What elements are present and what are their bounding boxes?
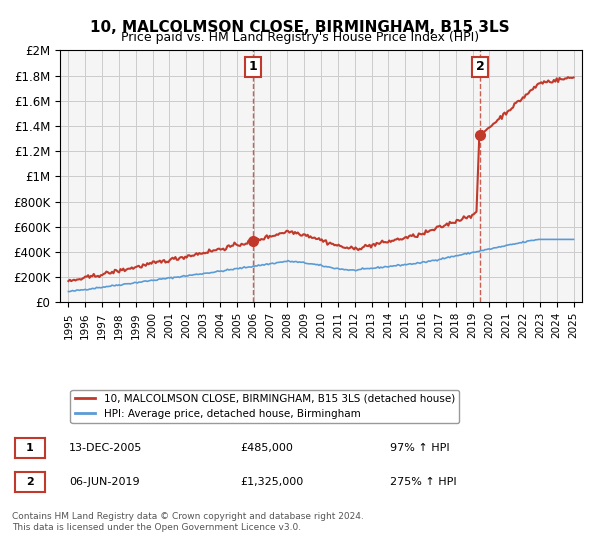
Text: 13-DEC-2005: 13-DEC-2005 [69,443,142,453]
Text: 1: 1 [26,443,34,453]
Text: 10, MALCOLMSON CLOSE, BIRMINGHAM, B15 3LS: 10, MALCOLMSON CLOSE, BIRMINGHAM, B15 3L… [90,20,510,35]
Text: 2: 2 [26,477,34,487]
Legend: 10, MALCOLMSON CLOSE, BIRMINGHAM, B15 3LS (detached house), HPI: Average price, : 10, MALCOLMSON CLOSE, BIRMINGHAM, B15 3L… [70,390,459,423]
Text: Contains HM Land Registry data © Crown copyright and database right 2024.
This d: Contains HM Land Registry data © Crown c… [12,512,364,532]
Text: 2: 2 [476,60,484,73]
Text: 97% ↑ HPI: 97% ↑ HPI [390,443,449,453]
Text: 06-JUN-2019: 06-JUN-2019 [69,477,140,487]
Text: 275% ↑ HPI: 275% ↑ HPI [390,477,457,487]
Text: £1,325,000: £1,325,000 [240,477,303,487]
Text: Price paid vs. HM Land Registry's House Price Index (HPI): Price paid vs. HM Land Registry's House … [121,31,479,44]
Text: £485,000: £485,000 [240,443,293,453]
Text: 1: 1 [248,60,257,73]
